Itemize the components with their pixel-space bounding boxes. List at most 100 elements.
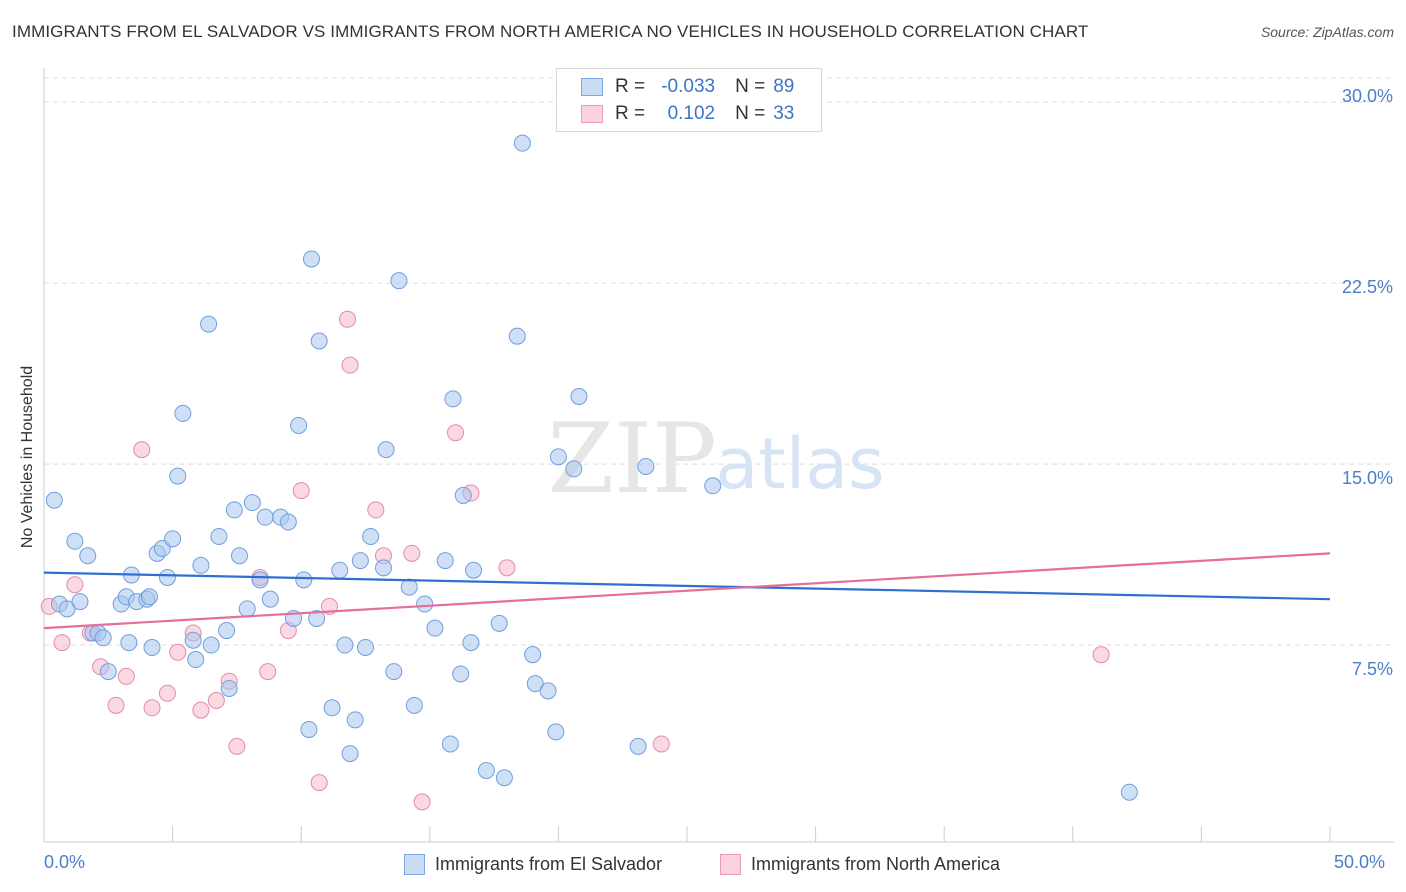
data-point-el-salvador — [490, 614, 508, 632]
data-point-el-salvador — [261, 590, 279, 608]
trend-line-north-america — [43, 552, 1331, 630]
data-point-el-salvador — [477, 762, 495, 780]
data-point-el-salvador — [192, 556, 210, 574]
data-point-el-salvador — [1120, 783, 1138, 801]
data-point-el-salvador — [526, 675, 544, 693]
data-point-el-salvador — [629, 737, 647, 755]
x-tick-label-min: 0.0% — [44, 852, 86, 872]
data-point-el-salvador — [225, 501, 243, 519]
data-point-north-america — [53, 634, 71, 652]
y-tick-label-22-5: 22.5% — [1341, 277, 1393, 297]
n-value: 89 — [773, 76, 795, 97]
data-point-el-salvador — [400, 578, 418, 596]
data-point-el-salvador — [362, 527, 380, 545]
data-point-north-america — [207, 692, 225, 710]
legend-item-north-america: Immigrants from North America — [720, 850, 1000, 878]
data-point-el-salvador — [158, 568, 176, 586]
data-point-el-salvador — [295, 571, 313, 589]
data-point-north-america — [107, 696, 125, 714]
data-point-el-salvador — [375, 559, 393, 577]
data-point-el-salvador — [331, 561, 349, 579]
data-point-el-salvador — [279, 513, 297, 531]
data-point-el-salvador — [251, 571, 269, 589]
n-label: N = — [735, 76, 766, 97]
series-north-america-points — [40, 310, 1110, 811]
r-label: R = — [615, 103, 646, 124]
data-point-el-salvador — [71, 593, 89, 611]
data-point-north-america — [133, 441, 151, 459]
trend-lines — [43, 552, 1331, 630]
y-tick-label-15: 15.0% — [1341, 468, 1393, 488]
axes — [43, 68, 1394, 843]
legend-label: Immigrants from North America — [751, 853, 1001, 874]
stats-row-north-america: R = 0.102 N = 33 — [557, 99, 794, 129]
data-point-north-america — [652, 735, 670, 753]
data-point-el-salvador — [120, 634, 138, 652]
data-point-north-america — [228, 737, 246, 755]
data-point-el-salvador — [140, 588, 158, 606]
data-point-el-salvador — [200, 315, 218, 333]
data-point-north-america — [310, 774, 328, 792]
data-point-north-america — [498, 559, 516, 577]
data-point-el-salvador — [426, 619, 444, 637]
data-point-el-salvador — [218, 622, 236, 640]
data-point-el-salvador — [58, 600, 76, 618]
data-point-el-salvador — [323, 699, 341, 717]
data-point-north-america — [292, 482, 310, 500]
data-point-north-america — [413, 793, 431, 811]
trend-line-el-salvador — [43, 571, 1331, 601]
legend-label: Immigrants from El Salvador — [435, 853, 663, 874]
data-point-el-salvador — [174, 404, 192, 422]
x-tick-label-max: 50.0% — [1334, 852, 1386, 872]
data-point-el-salvador — [539, 682, 557, 700]
data-point-north-america — [158, 684, 176, 702]
data-point-el-salvador — [290, 416, 308, 434]
data-point-el-salvador — [308, 609, 326, 627]
data-point-el-salvador — [346, 711, 364, 729]
r-label: R = — [615, 76, 646, 97]
data-point-el-salvador — [513, 134, 531, 152]
data-point-el-salvador — [187, 651, 205, 669]
data-point-el-salvador — [164, 530, 182, 548]
data-point-el-salvador — [416, 595, 434, 613]
data-point-el-salvador — [220, 679, 238, 697]
y-tick-label-7-5: 7.5% — [1351, 659, 1393, 679]
data-point-el-salvador — [99, 663, 117, 681]
data-point-el-salvador — [570, 388, 588, 406]
stats-legend: R = -0.033 N = 89 R = 0.102 N = 33 — [556, 68, 822, 132]
data-point-el-salvador — [256, 508, 274, 526]
data-point-el-salvador — [357, 638, 374, 656]
data-point-el-salvador — [547, 723, 565, 741]
source-label: Source: ZipAtlas.com — [1260, 24, 1394, 40]
r-value: -0.033 — [661, 76, 716, 97]
data-point-el-salvador — [302, 250, 320, 268]
data-point-el-salvador — [238, 600, 256, 618]
data-point-el-salvador — [465, 561, 483, 579]
y-tick-label-30: 30.0% — [1341, 86, 1393, 106]
data-point-north-america — [66, 576, 84, 594]
data-point-el-salvador — [184, 631, 202, 649]
data-point-el-salvador — [169, 467, 187, 485]
data-point-north-america — [403, 544, 421, 562]
data-point-el-salvador — [66, 532, 84, 550]
watermark-zip: ZIP — [547, 403, 716, 515]
data-point-el-salvador — [508, 327, 526, 345]
data-point-el-salvador — [495, 769, 513, 787]
r-value: 0.102 — [667, 103, 716, 124]
data-point-north-america — [1092, 646, 1110, 664]
data-point-el-salvador — [549, 448, 567, 466]
data-point-el-salvador — [243, 494, 261, 512]
data-point-el-salvador — [336, 636, 354, 654]
data-point-el-salvador — [462, 634, 480, 652]
legend-swatch-pink — [720, 853, 741, 875]
data-point-el-salvador — [202, 636, 220, 654]
data-point-el-salvador — [704, 477, 722, 495]
data-point-el-salvador — [45, 491, 63, 509]
data-point-el-salvador — [441, 735, 459, 753]
data-point-north-america — [367, 501, 385, 519]
data-point-el-salvador — [405, 696, 423, 714]
data-point-north-america — [192, 701, 210, 719]
data-point-el-salvador — [385, 663, 403, 681]
data-point-el-salvador — [351, 552, 369, 570]
